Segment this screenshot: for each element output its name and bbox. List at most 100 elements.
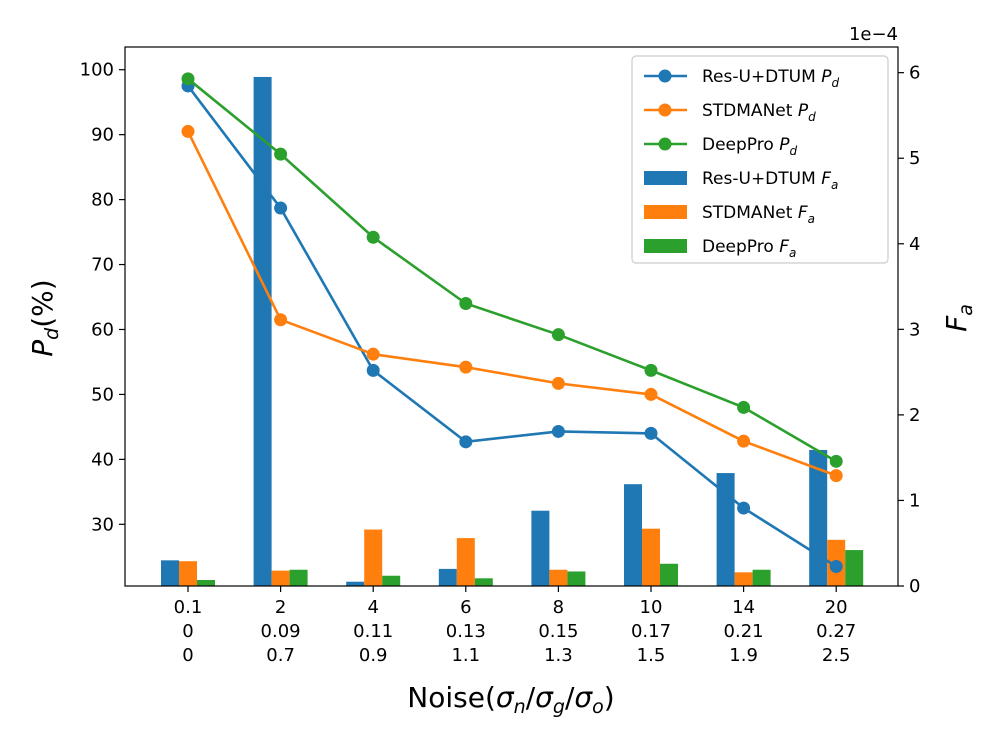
x-tick-label-7-2: 2.5 — [822, 645, 851, 666]
point-stdmanet-pd-3 — [459, 360, 473, 374]
point-deeppro-pd-1 — [274, 147, 288, 161]
x-tick-label-2-2: 0.9 — [359, 645, 388, 666]
x-tick-label-6-0: 14 — [732, 597, 755, 618]
bar-deeppro-fa-0 — [197, 580, 215, 586]
point-deeppro-pd-2 — [366, 230, 380, 244]
bar-res-u-dtum-fa-5 — [624, 484, 642, 586]
x-tick-label-6-1: 0.21 — [724, 621, 764, 642]
point-deeppro-pd-0 — [181, 72, 195, 86]
x-tick-label-0-0: 0.1 — [174, 597, 203, 618]
y-left-tick-label-100: 100 — [80, 60, 114, 81]
bar-deeppro-fa-5 — [660, 563, 678, 586]
point-res-u-dtum-pd-3 — [459, 435, 473, 449]
bar-deeppro-fa-7 — [845, 550, 864, 586]
legend-marker-res-u-dtum-pd — [658, 69, 672, 83]
legend-label-res-u-dtum-fa: Res-U+DTUM Fa — [702, 169, 838, 192]
point-res-u-dtum-pd-5 — [644, 426, 658, 440]
y-right-axis-label: Fa — [940, 304, 977, 332]
bar-stdmanet-fa-5 — [642, 528, 660, 586]
bar-stdmanet-fa-2 — [364, 529, 383, 586]
x-tick-label-2-0: 4 — [367, 597, 378, 618]
x-tick-label-4-2: 1.3 — [544, 645, 573, 666]
bar-stdmanet-fa-4 — [549, 569, 568, 586]
point-deeppro-pd-4 — [551, 328, 565, 342]
point-stdmanet-pd-5 — [644, 387, 658, 401]
legend-swatch-res-u-dtum-fa — [644, 171, 687, 185]
legend-label-stdmanet-pd: STDMANet Pd — [702, 101, 816, 124]
y-right-tick-label-6: 6 — [909, 63, 920, 84]
bar-stdmanet-fa-1 — [271, 570, 290, 586]
x-tick-label-3-1: 0.13 — [446, 621, 486, 642]
x-tick-label-5-1: 0.17 — [631, 621, 671, 642]
point-res-u-dtum-pd-2 — [366, 363, 380, 377]
x-tick-label-4-0: 8 — [553, 597, 564, 618]
lines-layer — [181, 72, 843, 574]
legend-marker-stdmanet-pd — [658, 103, 672, 117]
legend-label-deeppro-pd: DeepPro Pd — [702, 135, 797, 158]
y-right-tick-label-0: 0 — [909, 576, 920, 597]
x-tick-label-0-1: 0 — [182, 621, 193, 642]
bar-res-u-dtum-fa-4 — [531, 510, 550, 586]
bar-res-u-dtum-fa-3 — [438, 568, 457, 586]
y-left-tick-label-80: 80 — [91, 190, 114, 211]
line-res-u-dtum-pd — [186, 85, 837, 568]
x-tick-label-1-1: 0.09 — [261, 621, 301, 642]
x-tick-label-5-0: 10 — [640, 597, 663, 618]
legend-box — [631, 55, 889, 264]
x-tick-label-1-2: 0.7 — [266, 645, 295, 666]
point-res-u-dtum-pd-4 — [551, 424, 565, 438]
legend: Res-U+DTUM Pd STDMANet Pd DeepPro Pd Res-U+… — [631, 55, 889, 264]
bar-deeppro-fa-1 — [289, 569, 308, 586]
bar-deeppro-fa-6 — [752, 569, 771, 586]
y-left-tick-label-30: 30 — [91, 514, 114, 535]
point-deeppro-pd-5 — [644, 363, 658, 377]
line-deeppro-pd — [187, 77, 837, 463]
point-res-u-dtum-pd-6 — [737, 501, 751, 515]
bar-stdmanet-fa-3 — [456, 538, 475, 586]
point-stdmanet-pd-7 — [829, 469, 843, 483]
bar-res-u-dtum-fa-6 — [716, 473, 735, 586]
point-deeppro-pd-6 — [737, 400, 751, 414]
y-left-tick-label-90: 90 — [91, 125, 114, 146]
point-deeppro-pd-7 — [829, 454, 843, 468]
y-right-tick-label-2: 2 — [909, 405, 920, 426]
bar-deeppro-fa-4 — [567, 571, 586, 586]
bar-res-u-dtum-fa-0 — [161, 560, 179, 586]
y-right-tick-label-5: 5 — [909, 148, 920, 169]
legend-swatch-deeppro-fa — [644, 239, 687, 253]
bar-res-u-dtum-fa-2 — [346, 581, 365, 586]
bar-res-u-dtum-fa-1 — [253, 76, 272, 586]
bar-stdmanet-fa-6 — [734, 572, 753, 586]
point-res-u-dtum-pd-1 — [274, 201, 288, 215]
legend-label-res-u-dtum-pd: Res-U+DTUM Pd — [702, 67, 839, 90]
legend-swatch-stdmanet-fa — [644, 205, 687, 219]
x-tick-label-7-1: 0.27 — [816, 621, 856, 642]
x-axis-label: Noise(σn/σg/σo) — [407, 681, 614, 718]
y-left-tick-label-50: 50 — [91, 384, 114, 405]
point-deeppro-pd-3 — [459, 297, 473, 311]
legend-label-stdmanet-fa: STDMANet Fa — [702, 203, 815, 226]
x-tick-label-3-0: 6 — [460, 597, 471, 618]
bars-layer — [161, 76, 864, 586]
y-left-tick-label-60: 60 — [91, 319, 114, 340]
point-stdmanet-pd-6 — [737, 434, 751, 448]
y-left-axis-label: Pd(%) — [26, 279, 63, 356]
x-tick-label-5-2: 1.5 — [637, 645, 666, 666]
plot-frame — [124, 46, 899, 587]
point-stdmanet-pd-1 — [274, 313, 288, 327]
point-stdmanet-pd-4 — [551, 376, 565, 390]
x-tick-label-6-2: 1.9 — [729, 645, 758, 666]
x-tick-label-3-2: 1.1 — [451, 645, 480, 666]
bar-deeppro-fa-2 — [382, 575, 401, 586]
bar-stdmanet-fa-0 — [179, 561, 197, 586]
point-stdmanet-pd-2 — [366, 347, 380, 361]
x-tick-label-7-0: 20 — [825, 597, 848, 618]
x-tick-label-0-2: 0 — [182, 645, 193, 666]
x-tick-label-1-0: 2 — [275, 597, 286, 618]
axes-layer: 30 40 50 60 70 80 90 100 0 1 2 3 4 5 6 1e−4 0.1 0 0 2 0.09 0.… — [26, 24, 977, 718]
y-right-tick-label-1: 1 — [909, 490, 920, 511]
x-tick-label-2-1: 0.11 — [353, 621, 393, 642]
y-left-tick-label-40: 40 — [91, 449, 114, 470]
legend-label-deeppro-fa: DeepPro Fa — [702, 237, 796, 260]
